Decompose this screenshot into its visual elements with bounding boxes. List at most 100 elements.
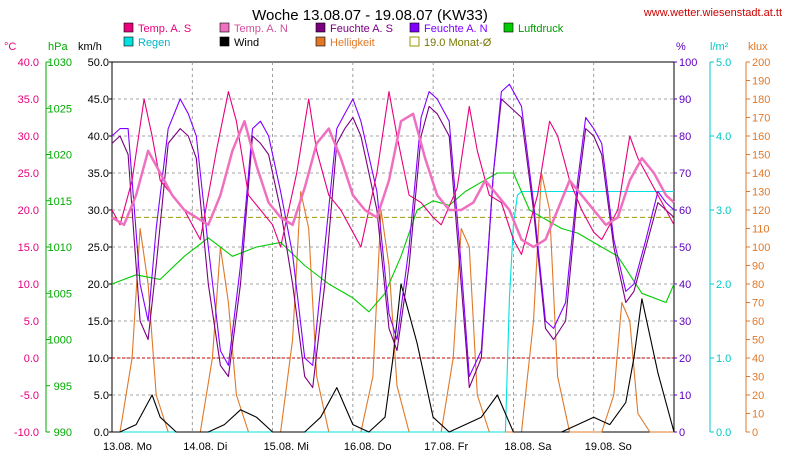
klux-tick-label: 60 — [752, 316, 764, 328]
legend-label-wind: Wind — [234, 37, 259, 49]
temp-tick-label: 10.0 — [18, 279, 39, 291]
rain-tick-label: 0.0 — [716, 427, 731, 439]
humidity-tick-label: 20 — [679, 353, 691, 365]
x-tick-label: 17.08. Fr — [424, 441, 468, 453]
x-tick-label: 14.08. Di — [183, 441, 227, 453]
humidity-tick-label: 50 — [679, 242, 691, 254]
klux-tick-label: 150 — [752, 150, 770, 162]
hpa-tick-label: 1010 — [48, 242, 72, 254]
klux-tick-label: 200 — [752, 57, 770, 69]
hpa-tick-label: 1030 — [48, 57, 72, 69]
klux-tick-label: 50 — [752, 335, 764, 347]
humidity-tick-label: 0 — [679, 427, 685, 439]
klux-tick-label: 30 — [752, 372, 764, 384]
humidity-tick-label: 90 — [679, 94, 691, 106]
x-tick-label: 19.08. So — [585, 441, 632, 453]
series-line-rain — [112, 190, 674, 433]
hpa-axis-unit: hPa — [48, 41, 68, 53]
temp-tick-label: 40.0 — [18, 57, 39, 69]
humidity-tick-label: 70 — [679, 168, 691, 180]
hpa-tick-label: 995 — [54, 381, 72, 393]
humidity-axis-unit: % — [676, 41, 686, 53]
wind-tick-label: 25.0 — [88, 242, 109, 254]
legend-label-hum_n: Feuchte A. N — [424, 23, 488, 35]
humidity-tick-label: 10 — [679, 390, 691, 402]
rain-tick-label: 4.0 — [716, 131, 731, 143]
hpa-tick-label: 1020 — [48, 150, 72, 162]
series-line-hum_s — [111, 98, 675, 389]
wind-tick-label: 45.0 — [88, 94, 109, 106]
klux-tick-label: 180 — [752, 94, 770, 106]
humidity-tick-label: 100 — [679, 57, 697, 69]
klux-tick-label: 190 — [752, 76, 770, 88]
wind-tick-label: 50.0 — [88, 57, 109, 69]
rain-tick-label: 5.0 — [716, 57, 731, 69]
series-line-temp_n — [111, 112, 675, 249]
klux-axis-unit: klux — [748, 41, 768, 53]
hpa-tick-label: 1025 — [48, 103, 72, 115]
legend-swatch-pressure — [503, 22, 514, 33]
temp-tick-label: 20.0 — [18, 205, 39, 217]
temp-tick-label: 5.0 — [24, 316, 39, 328]
klux-tick-label: 160 — [752, 131, 770, 143]
klux-tick-label: 130 — [752, 187, 770, 199]
x-tick-label: 16.08. Do — [344, 441, 392, 453]
legend-label-temp_s: Temp. A. S — [138, 23, 191, 35]
hpa-tick-label: 990 — [54, 427, 72, 439]
series-line-bright — [112, 172, 674, 433]
klux-tick-label: 120 — [752, 205, 770, 217]
site-url: www.wetter.wiesenstadt.at.tt — [643, 7, 782, 19]
klux-tick-label: 90 — [752, 261, 764, 273]
humidity-tick-label: 60 — [679, 205, 691, 217]
klux-tick-label: 140 — [752, 168, 770, 180]
klux-tick-label: 20 — [752, 390, 764, 402]
legend-label-rain: Regen — [138, 37, 170, 49]
legend-label-temp_n: Temp. A. N — [234, 23, 288, 35]
temp-tick-label: 0.0 — [24, 353, 39, 365]
legend-swatch-rain — [123, 36, 134, 47]
legend-swatch-bright — [315, 36, 326, 47]
klux-tick-label: 170 — [752, 113, 770, 125]
temp-axis-unit: °C — [4, 41, 16, 53]
series-line-temp_s — [111, 91, 675, 255]
legend-swatch-hum_s — [315, 22, 326, 33]
klux-tick-label: 40 — [752, 353, 764, 365]
legend-swatch-wind — [219, 36, 230, 47]
rain-axis-unit: l/m² — [710, 41, 729, 53]
hpa-tick-label: 1000 — [48, 335, 72, 347]
humidity-tick-label: 30 — [679, 316, 691, 328]
klux-tick-label: 80 — [752, 279, 764, 291]
rain-tick-label: 2.0 — [716, 279, 731, 291]
klux-tick-label: 110 — [752, 224, 770, 236]
wind-tick-label: 40.0 — [88, 131, 109, 143]
legend-swatch-temp_s — [123, 22, 134, 33]
legend-label-hum_s: Feuchte A. S — [330, 23, 393, 35]
hpa-tick-label: 1005 — [48, 288, 72, 300]
humidity-tick-label: 80 — [679, 131, 691, 143]
chart-title: Woche 13.08.07 - 19.08.07 (KW33) — [252, 7, 488, 24]
x-tick-label: 15.08. Mi — [264, 441, 309, 453]
wind-tick-label: 20.0 — [88, 279, 109, 291]
temp-tick-label: 30.0 — [18, 131, 39, 143]
rain-tick-label: 1.0 — [716, 353, 731, 365]
wind-axis-unit: km/h — [78, 41, 102, 53]
humidity-tick-label: 40 — [679, 279, 691, 291]
series-line-wind — [112, 283, 675, 433]
legend-swatch-avg — [409, 36, 420, 47]
wind-tick-label: 0.0 — [94, 427, 109, 439]
legend-label-bright: Helligkeit — [330, 37, 375, 49]
klux-tick-label: 70 — [752, 298, 764, 310]
x-tick-label: 18.08. Sa — [504, 441, 552, 453]
hpa-tick-label: 1015 — [48, 196, 72, 208]
temp-tick-label: 35.0 — [18, 94, 39, 106]
wind-tick-label: 15.0 — [88, 316, 109, 328]
klux-tick-label: 10 — [752, 409, 764, 421]
klux-tick-label: 0 — [752, 427, 758, 439]
temp-tick-label: -5.0 — [20, 390, 39, 402]
legend-swatch-temp_n — [219, 22, 230, 33]
legend-swatch-hum_n — [409, 22, 420, 33]
wind-tick-label: 5.0 — [94, 390, 109, 402]
legend-label-avg: 19.0 Monat-Ø — [424, 37, 492, 49]
series-line-hum_n — [111, 83, 675, 378]
